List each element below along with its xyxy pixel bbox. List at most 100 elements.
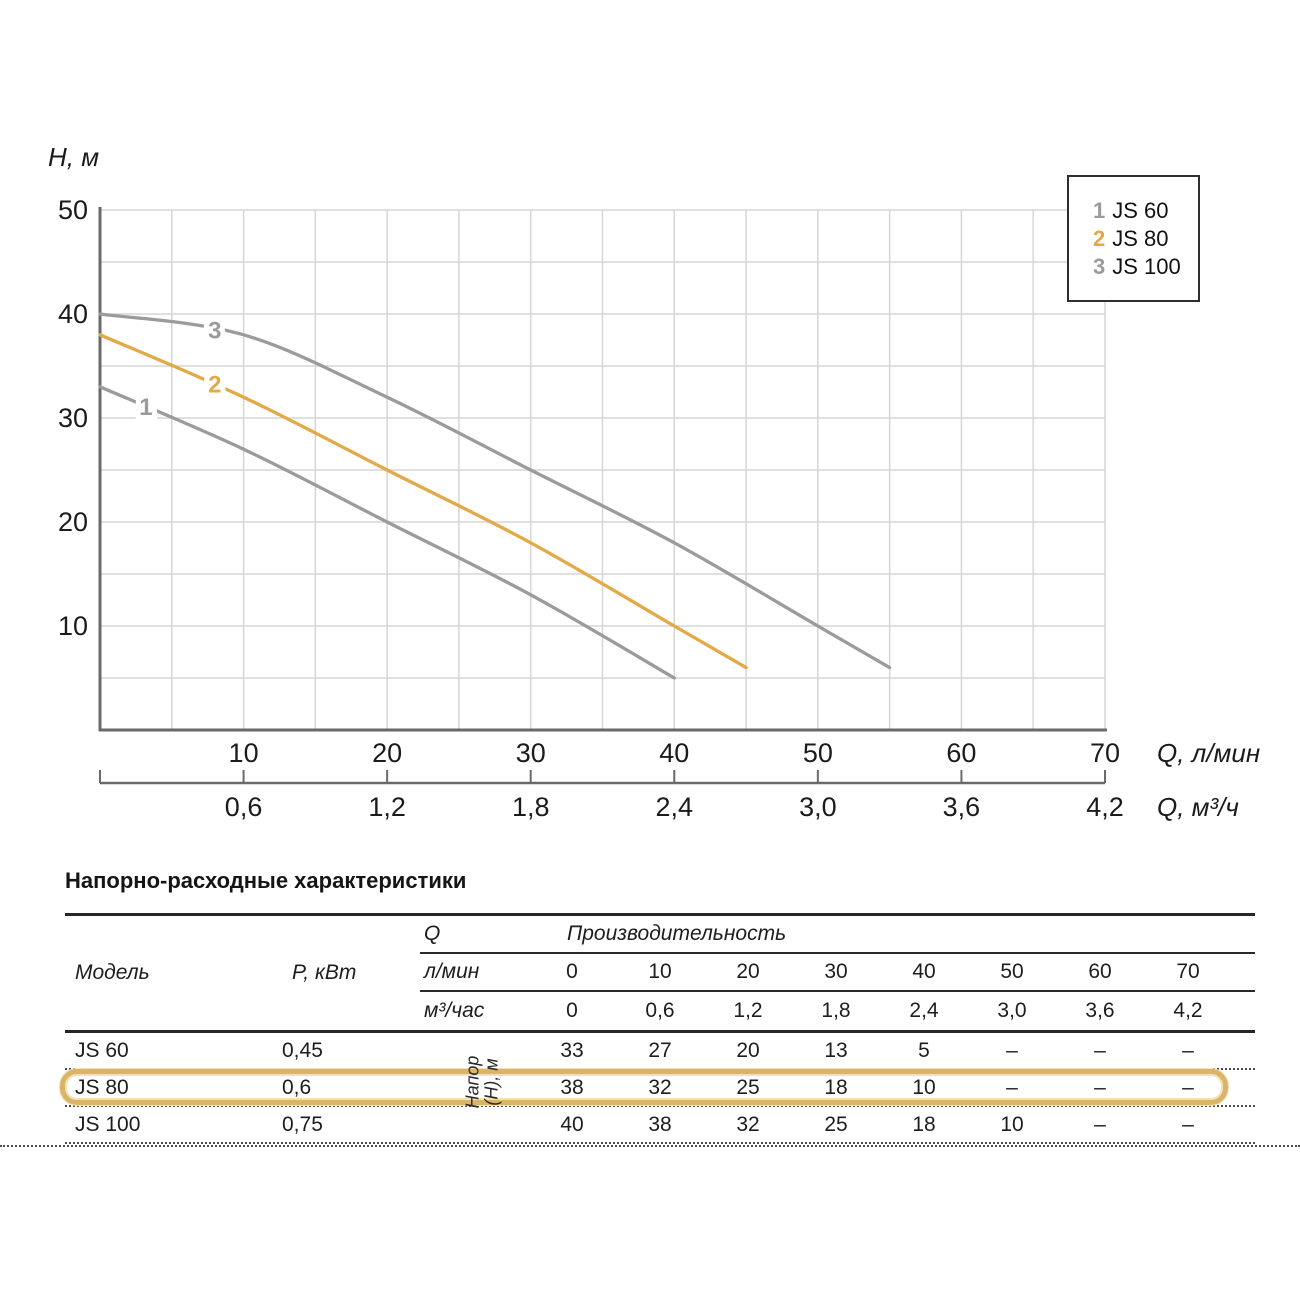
unit-m3h-label: м³/час — [424, 999, 485, 1022]
head-value-cell: – — [1182, 1112, 1194, 1136]
chart-axes — [98, 207, 1107, 785]
head-value-cell: 13 — [824, 1038, 848, 1062]
model-cell: JS 80 — [75, 1075, 129, 1099]
table-body: JS 60 0,45 33 27 20 13 5 – – – JS 80 0,6 38 32 25 18 10 –… — [65, 1033, 1255, 1144]
flow-values-lmin: 0 10 20 30 40 50 60 70 — [528, 960, 1232, 984]
head-rotated-label: Напор (H), м — [435, 1035, 529, 1129]
table-header-left: Модель P, кВт — [65, 916, 420, 1030]
flow-m3h-value: 2,4 — [909, 999, 939, 1022]
chart-labels: 1 2 3 50 40 30 20 10 10 20 30 40 50 60 70 Q, л/мин 0,6 1,… — [48, 142, 1260, 822]
y-tick-40: 40 — [58, 299, 88, 329]
performance-label: Производительность — [567, 922, 787, 945]
flow-m3h-value: 3,6 — [1085, 999, 1115, 1022]
y-tick-30: 30 — [58, 403, 88, 433]
legend-item-js80: 2 JS 80 — [1093, 227, 1198, 250]
table-row-js-80: JS 80 0,6 38 32 25 18 10 – – – — [65, 1070, 1255, 1107]
power-cell: 0,75 — [282, 1112, 323, 1136]
x-tick-20: 20 — [372, 738, 402, 768]
head-value-cell: 10 — [1000, 1112, 1024, 1136]
flow-values-m3h: 0 0,6 1,2 1,8 2,4 3,0 3,6 4,2 — [528, 999, 1232, 1023]
characteristics-table: Модель P, кВт Q Производительность л/мин… — [65, 913, 1255, 1144]
table-row-js-100: JS 100 0,75 40 38 32 25 18 10 – – — [65, 1107, 1255, 1144]
flow-lmin-value: 0 — [566, 960, 578, 983]
x-tick-10: 10 — [229, 738, 259, 768]
x-tick-40: 40 — [659, 738, 689, 768]
x-tick-70: 70 — [1090, 738, 1120, 768]
legend-label: JS 60 — [1112, 198, 1169, 223]
model-cell: JS 100 — [75, 1112, 141, 1136]
curve-js-80 — [98, 333, 748, 670]
flow-lmin-value: 60 — [1088, 960, 1112, 983]
head-value-cell: – — [1182, 1075, 1194, 1099]
note-line-2: (H), м — [480, 1058, 501, 1106]
note-line-1: Напор — [461, 1055, 482, 1109]
flow-lmin-value: 70 — [1176, 960, 1200, 983]
power-cell: 0,45 — [282, 1038, 323, 1062]
header-row-lmin: л/мин 0 10 20 30 40 50 60 70 — [420, 954, 1255, 992]
table-header-right: Q Производительность л/мин 0 10 20 30 40 50 60… — [420, 916, 1255, 1030]
head-value-cell: – — [1182, 1038, 1194, 1062]
x2-tick-1,2: 1,2 — [368, 792, 406, 822]
head-value-cell: 38 — [560, 1075, 584, 1099]
head-value-cell: – — [1006, 1075, 1018, 1099]
legend-swatch-3: 3 — [1093, 254, 1106, 279]
x2-tick-0,6: 0,6 — [225, 792, 263, 822]
head-value-cell: – — [1006, 1038, 1018, 1062]
y-axis-title: H, м — [48, 142, 99, 172]
head-value-cell: 25 — [824, 1112, 848, 1136]
flow-lmin-value: 20 — [736, 960, 760, 983]
flow-lmin-value: 30 — [824, 960, 848, 983]
legend-label: JS 80 — [1112, 226, 1169, 251]
curve-number-2: 2 — [208, 372, 221, 399]
x2-tick-3,6: 3,6 — [943, 792, 981, 822]
head-value-cell: 10 — [912, 1075, 936, 1099]
power-cell: 0,6 — [282, 1075, 312, 1099]
column-header-model: Модель — [75, 961, 150, 984]
head-value-cell: 27 — [648, 1038, 672, 1062]
head-value-cell: 25 — [736, 1075, 760, 1099]
header-row-m3h: м³/час 0 0,6 1,2 1,8 2,4 3,0 3,6 4,2 — [420, 992, 1255, 1030]
unit-lmin-label: л/мин — [424, 960, 480, 983]
flow-m3h-value: 3,0 — [997, 999, 1027, 1022]
curve-js-100 — [98, 312, 892, 670]
head-rotated-label-text: Напор (H), м — [461, 1055, 501, 1109]
head-value-cell: – — [1094, 1075, 1106, 1099]
x2-tick-3,0: 3,0 — [799, 792, 837, 822]
q-label: Q — [424, 922, 441, 945]
chart-legend: 1 JS 60 2 JS 80 3 JS 100 — [1067, 175, 1200, 302]
flow-m3h-value: 0,6 — [645, 999, 675, 1022]
head-value-cell: – — [1094, 1038, 1106, 1062]
head-value-cell: 18 — [912, 1112, 936, 1136]
flow-lmin-value: 10 — [648, 960, 672, 983]
y-tick-10: 10 — [58, 611, 88, 641]
x-axis-unit-lmin: Q, л/мин — [1157, 738, 1260, 768]
bottom-divider — [0, 1145, 1300, 1147]
head-value-cell: – — [1094, 1112, 1106, 1136]
table-title: Напорно-расходные характеристики — [65, 868, 467, 893]
x-tick-60: 60 — [946, 738, 976, 768]
head-value-cell: 32 — [736, 1112, 760, 1136]
flow-m3h-value: 0 — [566, 999, 578, 1022]
chart-grid — [100, 209, 1106, 730]
table-header: Модель P, кВт Q Производительность л/мин… — [65, 913, 1255, 1033]
curve-number-3: 3 — [208, 318, 221, 345]
legend-item-js100: 3 JS 100 — [1093, 255, 1198, 278]
flow-lmin-value: 40 — [912, 960, 936, 983]
x-tick-50: 50 — [803, 738, 833, 768]
head-value-cell: 33 — [560, 1038, 584, 1062]
curve-number-1: 1 — [139, 394, 152, 421]
column-header-power: P, кВт — [292, 961, 357, 984]
flow-m3h-value: 1,2 — [733, 999, 763, 1022]
x2-tick-2,4: 2,4 — [656, 792, 694, 822]
head-value-cell: 40 — [560, 1112, 584, 1136]
x-tick-30: 30 — [516, 738, 546, 768]
head-value-cell: 38 — [648, 1112, 672, 1136]
x-axis-unit-m3h: Q, м³/ч — [1157, 792, 1239, 822]
header-row-q: Q Производительность — [420, 916, 1255, 954]
chart-curves — [98, 312, 892, 680]
head-flow-chart: 1 2 3 50 40 30 20 10 10 20 30 40 50 60 70 Q, л/мин 0,6 1,… — [48, 142, 1260, 822]
legend-swatch-2: 2 — [1093, 226, 1106, 251]
x2-tick-4,2: 4,2 — [1086, 792, 1124, 822]
head-value-cell: 20 — [736, 1038, 760, 1062]
